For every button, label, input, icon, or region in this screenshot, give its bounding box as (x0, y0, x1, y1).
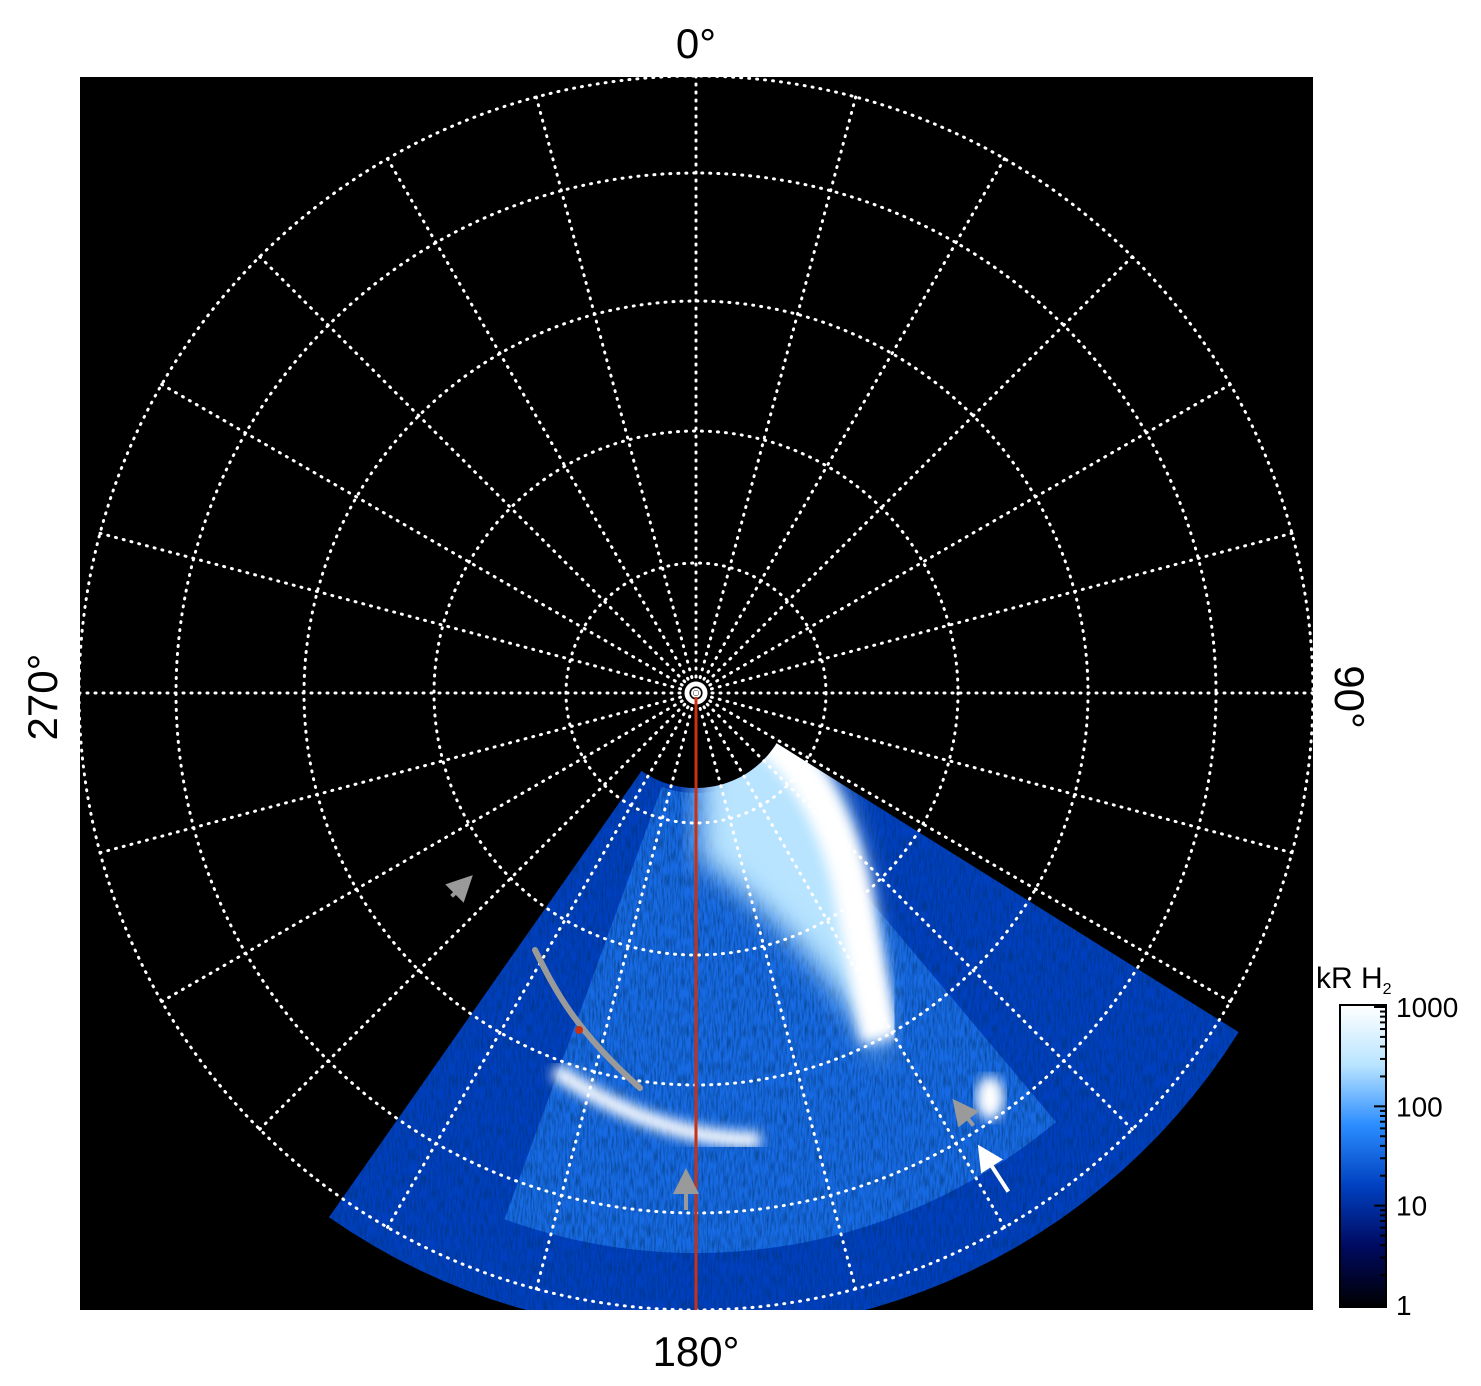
grid-spoke (694, 691, 858, 1294)
grid-spoke (95, 531, 698, 695)
grid-spoke (694, 381, 1235, 695)
footprint-marker (575, 1026, 583, 1034)
bright-arc-lower (550, 1063, 761, 1148)
grid-spoke (694, 691, 1136, 1133)
bright-region (700, 743, 885, 1060)
colorbar-tick-label: 100 (1396, 1091, 1443, 1122)
grid-spoke (157, 381, 698, 695)
arrow-gray-right (952, 1098, 979, 1128)
grid-spoke (694, 154, 1008, 695)
grid-spoke (256, 691, 698, 1133)
colorbar-ramp (1339, 1004, 1387, 1308)
label-270-deg: 270° (19, 654, 66, 741)
footprint-arc (532, 947, 643, 1091)
colorbar-tick-label: 1000 (1396, 992, 1458, 1023)
bright-arc-main (726, 743, 899, 1044)
grid-spoke (384, 154, 698, 695)
colorbar-tick-label: 10 (1396, 1191, 1427, 1222)
arrow-white-right (977, 1144, 1010, 1193)
colorbar-tick-label: 1 (1396, 1290, 1412, 1321)
auroral-oval (550, 743, 1004, 1148)
bright-spot (976, 1076, 1004, 1120)
grid-spoke (694, 531, 1297, 695)
arrow-gray-bottom (673, 1168, 699, 1210)
colorbar-ticks: 1000 100 10 1 (1374, 992, 1458, 1321)
grid-spoke (534, 92, 698, 695)
grid-spoke (694, 92, 858, 695)
label-0-deg: 0° (676, 20, 716, 67)
grid-spoke (694, 691, 1235, 1005)
colorbar-subscript: 2 (1383, 981, 1392, 998)
grid-spoke (384, 691, 698, 1232)
colorbar-title: kR H2 (1316, 962, 1392, 998)
grid-spoke (694, 691, 1297, 855)
grid-spoke (694, 691, 1008, 1232)
grid-spoke (256, 253, 698, 695)
colorbar-unit: kR H (1316, 962, 1383, 995)
colorbar: kR H2 1000 100 10 1 (1316, 962, 1458, 1321)
grid-spoke (95, 691, 698, 855)
grid-spoke (157, 691, 698, 1005)
grid-spoke (534, 691, 698, 1294)
label-90-deg: 90° (1326, 665, 1373, 729)
label-180-deg: 180° (653, 1328, 740, 1375)
grid-circle (432, 429, 960, 957)
grid-spoke (694, 253, 1136, 695)
